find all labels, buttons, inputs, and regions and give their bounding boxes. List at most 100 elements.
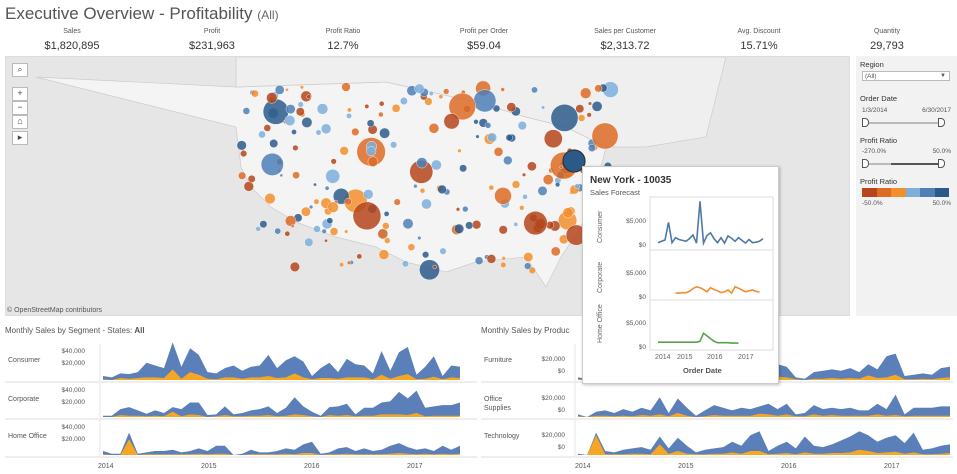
map-bubble[interactable] — [247, 175, 256, 183]
map-bubble[interactable] — [448, 92, 476, 121]
map-bubble[interactable] — [428, 123, 440, 134]
map-bubble[interactable] — [339, 262, 344, 268]
map-bubble[interactable] — [544, 129, 563, 148]
map-bubble[interactable] — [473, 119, 479, 125]
profit-ratio-slider[interactable] — [862, 159, 945, 168]
map-bubble[interactable] — [379, 127, 390, 139]
map-bubble[interactable] — [455, 207, 461, 212]
map-bubble[interactable] — [537, 185, 548, 196]
map-bubble[interactable] — [588, 101, 593, 106]
map-bubble[interactable] — [417, 235, 422, 240]
map-bubble[interactable] — [274, 227, 282, 235]
map-bubble[interactable] — [339, 146, 349, 156]
map-bubble[interactable] — [527, 161, 537, 172]
selected-bubble-new-york[interactable] — [562, 149, 586, 173]
sales-area[interactable] — [103, 432, 460, 455]
map-bubble[interactable] — [416, 157, 428, 169]
map-bubble[interactable] — [501, 256, 506, 261]
map-bubble[interactable] — [488, 184, 494, 191]
map-bubble[interactable] — [457, 148, 462, 153]
sales-area[interactable] — [578, 431, 950, 455]
map-bubble[interactable] — [330, 158, 337, 165]
map-bubble[interactable] — [414, 83, 425, 94]
map-bubble[interactable] — [242, 107, 251, 115]
map-bubble[interactable] — [346, 113, 352, 119]
map-bubble[interactable] — [506, 102, 517, 112]
map-bubble[interactable] — [511, 180, 521, 189]
map-bubble[interactable] — [513, 222, 519, 227]
map-bubble[interactable] — [284, 230, 291, 237]
map-bubble[interactable] — [474, 256, 484, 265]
slider-handle-start[interactable] — [862, 159, 869, 168]
map-bubble[interactable] — [517, 121, 527, 131]
map-bubble[interactable] — [503, 155, 513, 166]
map-bubble[interactable] — [419, 187, 426, 194]
map-bubble[interactable] — [465, 221, 474, 230]
map-bubble[interactable] — [500, 261, 507, 268]
map-bubble[interactable] — [313, 182, 317, 187]
map-bubble[interactable] — [240, 150, 248, 158]
map-bubble[interactable] — [390, 141, 398, 149]
map-bubble[interactable] — [422, 251, 430, 259]
map-bubble[interactable] — [531, 86, 538, 94]
map-bubble[interactable] — [399, 97, 408, 105]
map-attribution[interactable]: © OpenStreetMap contributors — [7, 307, 103, 314]
map-bubble[interactable] — [591, 101, 603, 112]
slider-handle-start[interactable] — [862, 118, 869, 127]
map-bubble[interactable] — [443, 88, 450, 95]
map-bubble[interactable] — [258, 130, 266, 139]
map-bubble[interactable] — [432, 264, 437, 269]
map-bubble[interactable] — [347, 260, 352, 265]
map-bubble[interactable] — [438, 94, 444, 100]
order-date-slider[interactable] — [862, 118, 945, 127]
map-bubble[interactable] — [274, 85, 285, 95]
map-bubble[interactable] — [500, 87, 505, 92]
map-bubble[interactable] — [363, 189, 374, 200]
map-bubble[interactable] — [383, 211, 390, 217]
map-bubble[interactable] — [299, 85, 304, 90]
map-bubble[interactable] — [574, 183, 580, 190]
map-bubble[interactable] — [284, 115, 296, 126]
sales-area[interactable] — [103, 390, 460, 417]
map-bubble[interactable] — [306, 94, 311, 99]
home-icon[interactable]: ⌂ — [12, 115, 28, 129]
map-bubble[interactable] — [541, 105, 546, 110]
map-bubble[interactable] — [459, 164, 467, 173]
map-bubble[interactable] — [320, 123, 332, 135]
map-bubble[interactable] — [384, 237, 391, 244]
map-bubble[interactable] — [260, 153, 284, 176]
zoom-out-icon[interactable]: − — [12, 101, 28, 115]
map-bubble[interactable] — [352, 201, 382, 231]
map-bubble[interactable] — [346, 107, 352, 113]
map-bubble[interactable] — [439, 247, 447, 255]
map-bubble[interactable] — [522, 172, 527, 177]
map-bubble[interactable] — [577, 114, 586, 122]
map-bubble[interactable] — [325, 169, 341, 184]
map-bubble[interactable] — [419, 259, 440, 281]
map-bubble[interactable] — [356, 253, 363, 260]
map-bubble[interactable] — [351, 127, 360, 136]
map-bubble[interactable] — [364, 104, 370, 109]
sales-area[interactable] — [578, 394, 950, 417]
map-bubble[interactable] — [366, 119, 375, 128]
map-bubble[interactable] — [326, 217, 334, 224]
map-bubble[interactable] — [486, 254, 497, 264]
map-bubble[interactable] — [475, 134, 480, 139]
map-bubble[interactable] — [562, 207, 574, 219]
profit-area[interactable] — [578, 413, 950, 417]
map-bubble[interactable] — [588, 144, 596, 152]
map-bubble[interactable] — [428, 91, 434, 96]
map-bubble[interactable] — [300, 206, 311, 217]
map-bubble[interactable] — [309, 204, 314, 210]
map-bubble[interactable] — [377, 228, 389, 240]
map-bubble[interactable] — [586, 112, 592, 118]
map-bubble[interactable] — [266, 92, 278, 104]
map-bubble[interactable] — [594, 84, 603, 93]
map-bubble[interactable] — [402, 218, 414, 230]
map-bubble[interactable] — [498, 225, 508, 235]
map-bubble[interactable] — [285, 215, 297, 227]
map-bubble[interactable] — [289, 261, 300, 272]
map-bubble[interactable] — [344, 229, 349, 234]
map-bubble[interactable] — [484, 122, 492, 129]
profit-area[interactable] — [578, 435, 950, 455]
